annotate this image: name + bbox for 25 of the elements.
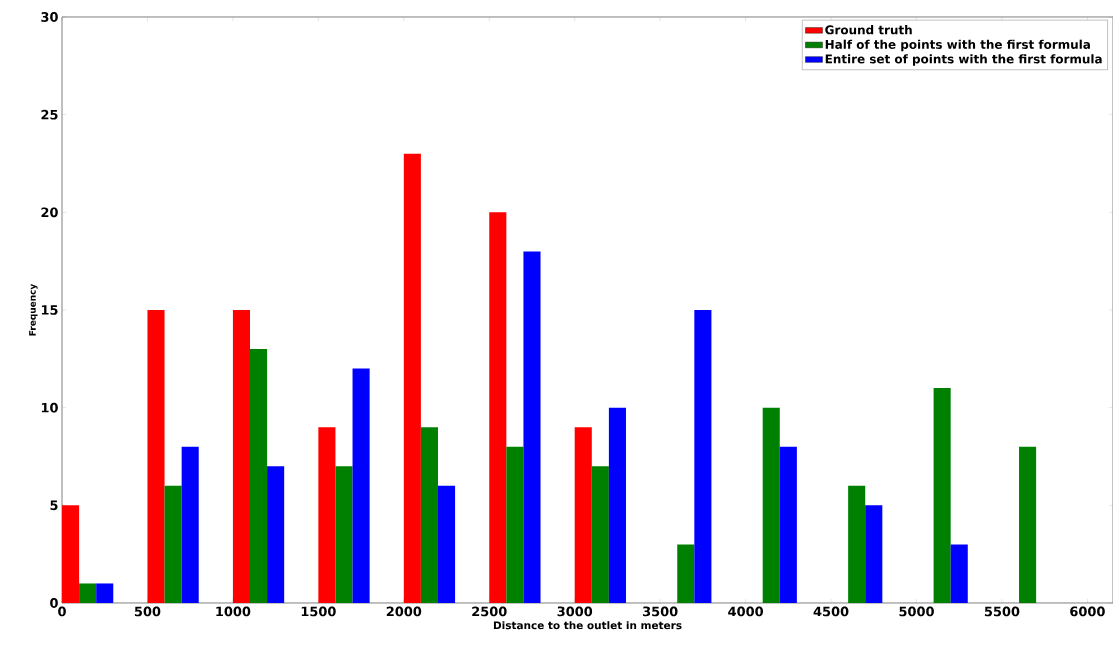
- x-tick-label: 3000: [557, 606, 593, 617]
- x-axis-title: Distance to the outlet in meters: [493, 621, 682, 630]
- x-tick-label: 5500: [984, 606, 1020, 617]
- y-tick-label: 10: [41, 402, 58, 413]
- legend-label: Ground truth: [825, 25, 912, 35]
- y-tick-label: 0: [50, 598, 58, 608]
- x-tick-label: 0: [58, 606, 66, 617]
- x-tick-label: 500: [134, 606, 161, 617]
- x-tick-label: 4500: [813, 606, 849, 617]
- x-tick-label: 2000: [386, 606, 422, 617]
- y-tick-label: 5: [50, 500, 58, 511]
- legend-label: Entire set of points with the first formula: [825, 54, 1102, 66]
- y-tick-label: 20: [41, 207, 58, 218]
- y-tick-label: 25: [41, 109, 58, 120]
- x-tick-label: 1500: [301, 606, 336, 617]
- y-axis-title: Frequency: [29, 283, 38, 336]
- x-tick-label: 6000: [1070, 606, 1105, 617]
- x-tick-label: 3500: [642, 606, 678, 617]
- x-tick-label: 1000: [216, 606, 251, 617]
- legend-label: Half of the points with the first formula: [825, 39, 1090, 52]
- x-tick-label: 2500: [472, 606, 507, 617]
- y-tick-label: 30: [41, 12, 58, 22]
- x-tick-label: 5000: [899, 606, 934, 617]
- y-tick-label: 15: [41, 305, 58, 315]
- x-tick-label: 4000: [728, 606, 764, 617]
